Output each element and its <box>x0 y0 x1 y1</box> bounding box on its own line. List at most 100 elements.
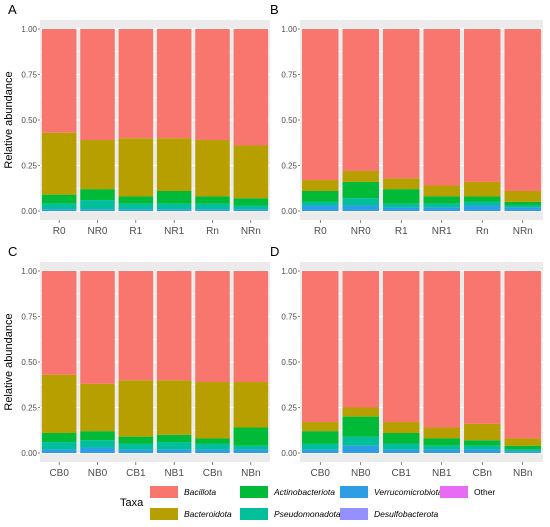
bar-segment-verrucomicrobiota <box>156 209 192 211</box>
bar-segment-bacteroidota <box>342 407 379 417</box>
bar-segment-bacillota <box>195 271 230 383</box>
bar-segment-bacillota <box>302 271 339 423</box>
x-tick-label: R0 <box>53 226 66 237</box>
bar-segment-bacillota <box>233 271 269 383</box>
bar-stack-cbn <box>195 271 230 453</box>
bar-segment-pseudomonadota <box>383 443 420 450</box>
x-tick-label: NB1 <box>164 468 184 479</box>
bar-segment-actinobacteriota <box>342 181 379 199</box>
legend-label: Actinobacteriota <box>274 487 335 497</box>
bar-segment-actinobacteriota <box>423 196 460 204</box>
bar-segment-verrucomicrobiota <box>464 449 501 453</box>
bar-segment-pseudomonadota <box>156 203 192 210</box>
legend-label: Desulfobacterota <box>374 509 439 519</box>
x-tick-label: NB0 <box>351 468 371 479</box>
bar-segment-pseudomonadota <box>118 203 154 210</box>
bar-segment-bacteroidota <box>41 132 77 195</box>
bar-segment-verrucomicrobiota <box>118 449 154 453</box>
bar-segment-verrucomicrobiota <box>80 447 115 453</box>
bar-segment-actinobacteriota <box>464 440 501 446</box>
legend-swatch <box>340 486 368 498</box>
bar-segment-verrucomicrobiota <box>423 449 460 453</box>
bar-segment-bacillota <box>383 271 420 423</box>
bar-stack-r0 <box>41 29 77 211</box>
bar-segment-actinobacteriota <box>233 427 269 446</box>
bar-segment-pseudomonadota <box>195 203 230 210</box>
bar-segment-actinobacteriota <box>302 190 339 202</box>
bar-segment-actinobacteriota <box>233 198 269 206</box>
bar-segment-bacteroidota <box>302 180 339 191</box>
legend: Taxa Bacillota Actinobacteriota Verrucomic… <box>120 480 540 524</box>
bar-segment-bacillota <box>423 29 460 186</box>
bar-segment-pseudomonadota <box>423 445 460 450</box>
bar-segment-verrucomicrobiota <box>195 209 230 211</box>
bar-segment-bacillota <box>504 29 541 191</box>
bar-segment-actinobacteriota <box>423 438 460 446</box>
bar-segment-bacteroidota <box>302 422 339 432</box>
bar-stack-rn <box>195 29 230 211</box>
bar-segment-actinobacteriota <box>464 196 501 202</box>
x-tick-label: NB0 <box>88 468 108 479</box>
bar-segment-actinobacteriota <box>504 445 541 450</box>
bar-segment-pseudomonadota <box>423 203 460 208</box>
bar-segment-verrucomicrobiota <box>233 209 269 211</box>
bar-segment-bacteroidota <box>504 190 541 202</box>
bar-segment-bacteroidota <box>233 382 269 428</box>
x-tick-label: NBn <box>513 468 532 479</box>
y-tick-label: 0.75 <box>21 313 37 322</box>
bar-segment-bacteroidota <box>342 170 379 182</box>
bar-stack-cb0 <box>302 271 339 453</box>
bar-segment-actinobacteriota <box>118 436 154 444</box>
legend-swatch <box>340 508 368 520</box>
bar-segment-bacteroidota <box>195 140 230 197</box>
bar-segment-actinobacteriota <box>118 196 154 204</box>
bar-segment-verrucomicrobiota <box>233 449 269 453</box>
panel-letter: D <box>270 244 279 259</box>
y-tick-label: 0.00 <box>21 207 37 216</box>
panel-a: A 0.00 0.25 0.50 0.75 1.00 Relative abundance R… <box>3 2 270 237</box>
bar-segment-pseudomonadota <box>156 442 192 450</box>
bar-segment-verrucomicrobiota <box>80 209 115 211</box>
bar-segment-pseudomonadota <box>504 205 541 208</box>
y-tick-label: 0.25 <box>281 404 297 413</box>
bar-segment-bacteroidota <box>41 374 77 433</box>
x-tick-label: CB0 <box>311 468 331 479</box>
bar-segment-actinobacteriota <box>383 432 420 444</box>
y-tick-label: 0.00 <box>281 207 297 216</box>
bar-segment-bacillota <box>80 29 115 141</box>
bar-segment-verrucomicrobiota <box>464 205 501 211</box>
bar-segment-pseudomonadota <box>464 201 501 206</box>
bar-segment-bacteroidota <box>233 145 269 199</box>
bar-segment-bacillota <box>464 271 501 424</box>
bar-segment-bacteroidota <box>423 427 460 439</box>
x-tick-label: Rn <box>206 226 219 237</box>
bar-segment-actinobacteriota <box>156 190 192 204</box>
x-tick-label: CBn <box>203 468 222 479</box>
panel-b: B 0.00 0.25 0.50 0.75 1.00 R0 NR0 R1 NR1 Rn NRn <box>270 2 543 237</box>
bar-segment-verrucomicrobiota <box>302 205 339 211</box>
x-tick-label: CB0 <box>49 468 69 479</box>
bar-segment-verrucomicrobiota <box>342 205 379 211</box>
bar-segment-bacteroidota <box>383 178 420 190</box>
legend-label: Pseudomonadota <box>274 509 341 519</box>
bar-segment-bacteroidota <box>118 138 154 197</box>
bar-segment-verrucomicrobiota <box>423 207 460 211</box>
bar-segment-verrucomicrobiota <box>41 449 77 453</box>
bar-segment-bacillota <box>118 271 154 381</box>
bar-segment-actinobacteriota <box>195 196 230 204</box>
legend-swatch <box>240 508 268 520</box>
panel-c: C 0.00 0.25 0.50 0.75 1.00 Relative abundance C… <box>3 244 270 479</box>
bar-segment-bacillota <box>41 29 77 133</box>
bar-segment-bacteroidota <box>504 438 541 446</box>
bar-segment-bacillota <box>504 271 541 439</box>
bar-segment-bacillota <box>423 271 460 428</box>
bar-segment-bacillota <box>195 29 230 141</box>
bar-segment-actinobacteriota <box>383 189 420 204</box>
bar-segment-bacteroidota <box>118 380 154 437</box>
bar-segment-bacillota <box>342 29 379 171</box>
panel-letter: C <box>8 244 17 259</box>
bar-segment-bacillota <box>233 29 269 146</box>
x-tick-label: R0 <box>314 226 327 237</box>
bar-segment-verrucomicrobiota <box>383 207 420 211</box>
